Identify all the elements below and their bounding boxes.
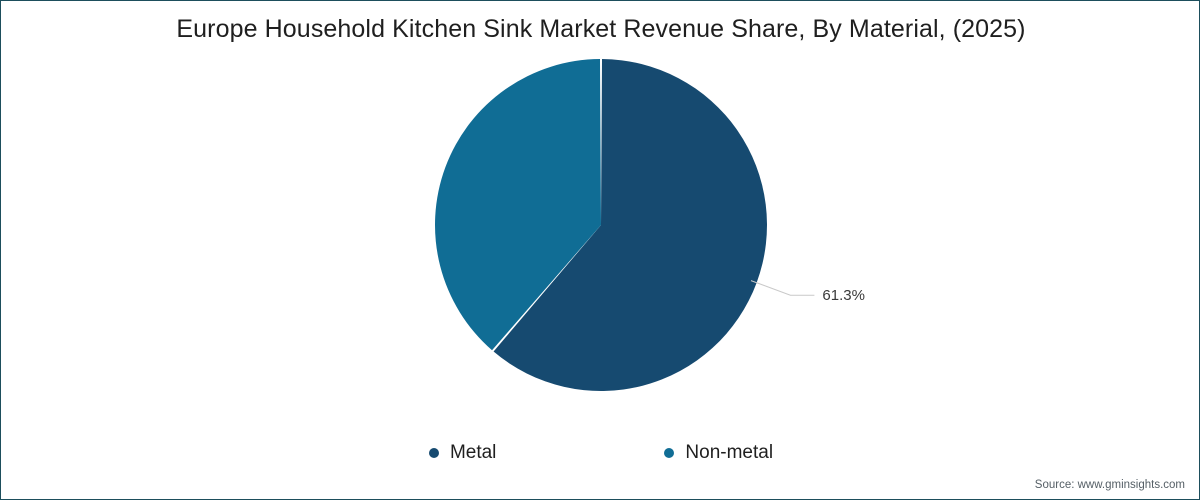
leader-line-metal (750, 280, 815, 296)
pie-chart-area: 61.3% (1, 1, 1199, 431)
pie-slice-metal[interactable] (493, 59, 767, 391)
legend-swatch-metal (428, 448, 439, 458)
legend-item-metal[interactable]: Metal (428, 442, 497, 464)
source-attribution: Source: www.gminsights.com (1034, 479, 1185, 491)
legend-swatch-non-metal (664, 448, 675, 458)
legend-label-metal: Metal (449, 442, 497, 463)
pie-slice-non-metal[interactable] (435, 59, 601, 351)
pie-slices-group (435, 59, 767, 391)
pie-data-labels-group: 61.3% (822, 287, 865, 304)
chart-legend: Metal Non-metal (1, 442, 1199, 464)
pie-chart-svg: 61.3% (435, 59, 865, 391)
pie-leader-lines-group (750, 280, 815, 296)
data-label-metal: 61.3% (822, 287, 865, 304)
legend-item-non-metal[interactable]: Non-metal (664, 442, 773, 464)
page-title: Europe Household Kitchen Sink Market Rev… (176, 15, 1026, 43)
legend-label-non-metal: Non-metal (685, 442, 774, 463)
